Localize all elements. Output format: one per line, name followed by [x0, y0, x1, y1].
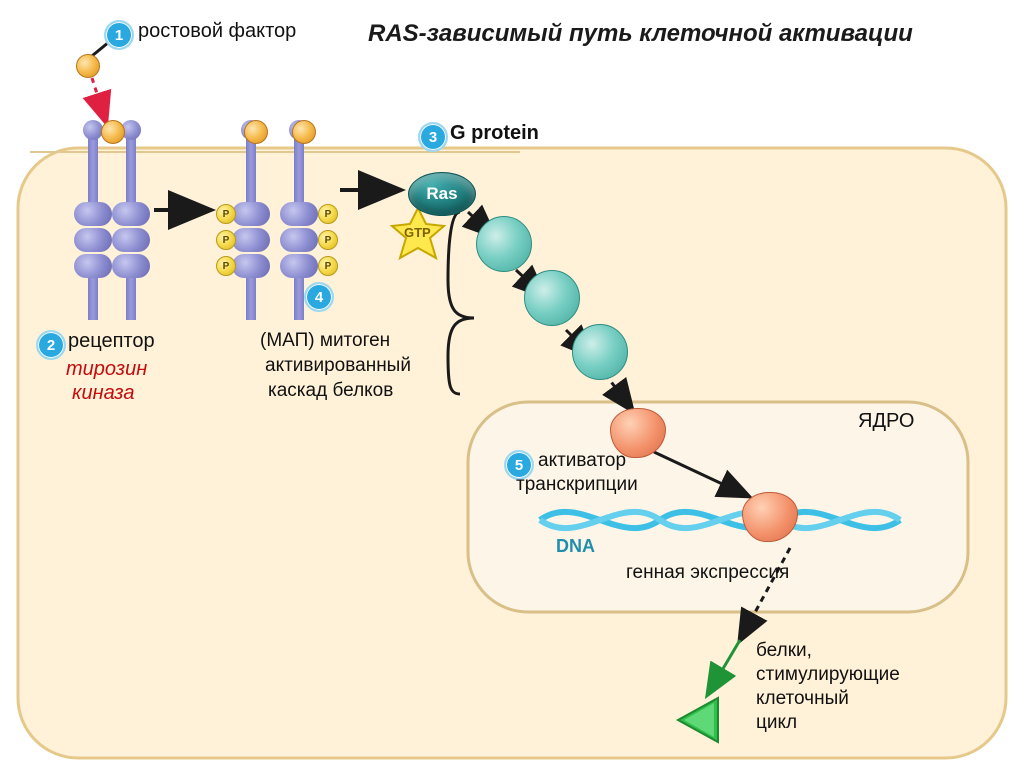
proteins-label-3: клеточный: [756, 688, 849, 710]
proteins-label-4: цикл: [756, 712, 797, 734]
phosphate-icon: P: [318, 256, 338, 276]
receptor-inactive-icon: [74, 128, 154, 328]
ras-protein-icon: Ras: [408, 172, 476, 216]
kinase-1-icon: [476, 216, 532, 272]
bound-ligand-1-icon: [101, 120, 125, 144]
growth-factor-label: ростовой фактор: [138, 20, 296, 43]
arrows-layer: [0, 0, 1024, 767]
gene-expression-label: генная экспрессия: [626, 562, 789, 584]
phosphate-icon: P: [216, 204, 236, 224]
phosphate-icon: P: [216, 256, 236, 276]
bound-ligand-2a-icon: [244, 120, 268, 144]
phosphate-icon: P: [318, 204, 338, 224]
map-label-1: (МАП) митоген: [260, 330, 390, 352]
proteins-label-1: белки,: [756, 640, 812, 662]
gtp-label: GTP: [404, 225, 431, 240]
step-1-badge: 1: [104, 20, 134, 50]
bound-ligand-2b-icon: [292, 120, 316, 144]
kinase-3-icon: [572, 324, 628, 380]
growth-factor-ligand-icon: [76, 54, 100, 78]
transcription-activator-icon: [610, 408, 666, 458]
diagram-title: RAS-зависимый путь клеточной активации: [368, 20, 913, 48]
transcription-activator-on-dna-icon: [742, 492, 798, 542]
g-protein-label: G protein: [450, 122, 539, 145]
map-label-3: каскад белков: [268, 380, 393, 402]
map-label-2: активированный: [265, 355, 411, 377]
nucleus-label: ЯДРО: [858, 410, 914, 433]
receptor-active-icon: P P P P P P: [222, 128, 332, 328]
kinase-2-icon: [524, 270, 580, 326]
step-3-badge: 3: [418, 122, 448, 152]
activator-label-2: транскрипции: [516, 474, 638, 496]
dna-label: DNA: [556, 536, 595, 557]
tyrosine-kinase-label-1: тирозин: [66, 358, 147, 381]
phosphate-icon: P: [318, 230, 338, 250]
receptor-label: рецептор: [68, 330, 155, 353]
activator-label-1: активатор: [538, 450, 626, 472]
phosphate-icon: P: [216, 230, 236, 250]
tyrosine-kinase-label-2: киназа: [72, 382, 134, 405]
proteins-label-2: стимулирующие: [756, 664, 900, 686]
diagram-canvas: RAS-зависимый путь клеточной активации 1…: [0, 0, 1024, 767]
step-2-badge: 2: [36, 330, 66, 360]
